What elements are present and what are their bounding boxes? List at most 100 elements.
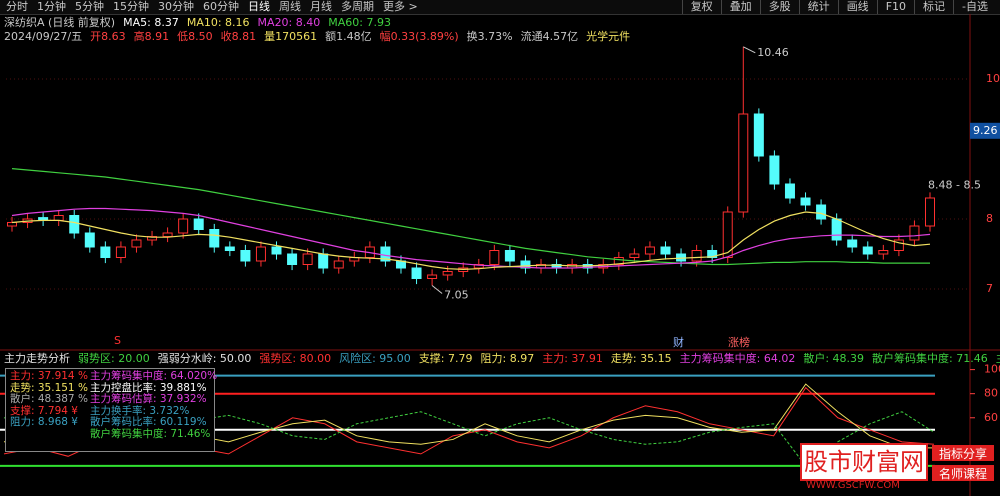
period-tab[interactable]: 分时: [6, 0, 28, 13]
info-item: 散户筹码集中度: 71.46: [872, 352, 988, 365]
tool-button[interactable]: 叠加: [720, 0, 760, 14]
indicator-header: 主力走势分析 弱势区: 20.00 强弱分水岭: 50.00 强势区: 80.00 风险…: [4, 352, 1000, 366]
candle-body: [7, 222, 17, 227]
tool-button[interactable]: -自选: [953, 0, 996, 14]
period-tab[interactable]: 60分钟: [203, 0, 239, 13]
info-item: MA20: 8.40: [257, 16, 321, 29]
ma-line: [11, 168, 930, 266]
info-item: 强势区: 80.00: [259, 352, 332, 365]
period-tab[interactable]: 15分钟: [113, 0, 149, 13]
info-item: 开8.63: [90, 30, 126, 43]
candle-body: [411, 267, 422, 279]
y-tick-label: 80: [984, 387, 998, 400]
period-tab[interactable]: 多周期: [341, 0, 374, 13]
candle-body: [240, 250, 251, 262]
candle-body: [847, 239, 858, 248]
info-item: 深纺织A (日线 前复权): [4, 16, 116, 29]
tool-button[interactable]: 多股: [759, 0, 799, 14]
info-item: 2024/09/27/五: [4, 30, 83, 43]
tooltip: 主力: 37.914 % 走势: 35.151 % 散户: 48.387 % 支撑: …: [5, 368, 217, 452]
candle-body: [53, 215, 64, 221]
candle-body: [193, 218, 204, 230]
tooltip-line: 散户筹码集中度: 71.46%: [90, 427, 211, 440]
tooltip-line: 散户: 48.387 %: [10, 393, 88, 406]
period-tab[interactable]: 月线: [310, 0, 332, 13]
annotation: 8.48 - 8.5: [928, 178, 981, 191]
period-tab[interactable]: 1分钟: [37, 0, 66, 13]
candle-body: [800, 197, 811, 206]
info-item: 主力: 37.91: [542, 352, 603, 365]
candle-body: [878, 250, 889, 255]
tool-button[interactable]: 统计: [798, 0, 838, 14]
toolbar: 分时 1分钟 5分钟 15分钟 30分钟 60分钟 日线 周线 月线 多周期 更多 > 复权 叠加 多股…: [0, 0, 1000, 15]
candle-body: [427, 274, 438, 279]
info-item: 换3.73%: [466, 30, 513, 43]
info-item: MA10: 8.16: [186, 16, 250, 29]
info-item: 弱势区: 20.00: [78, 352, 150, 365]
info-item: MA5: 8.37: [123, 16, 179, 29]
tooltip-line: 支撑: 7.794 ¥: [10, 404, 78, 417]
period-tab[interactable]: 30分钟: [158, 0, 194, 13]
event-marker: 涨榜: [728, 336, 750, 349]
tool-button[interactable]: 复权: [681, 0, 721, 14]
period-tabs: 分时 1分钟 5分钟 15分钟 30分钟 60分钟 日线 周线 月线 多周期 更多 >: [6, 0, 418, 14]
candle-body: [738, 113, 749, 213]
candle-body: [271, 246, 282, 255]
tooltip-line: 主力换手率: 3.732%: [90, 404, 190, 417]
candle-body: [115, 246, 126, 258]
candle-body: [442, 271, 453, 276]
tag[interactable]: 指标分享: [932, 445, 994, 461]
cursor-box: [970, 122, 1000, 139]
candle-body: [613, 257, 624, 265]
info-item: 流通4.57亿: [520, 30, 579, 43]
tag[interactable]: 名师课程: [932, 465, 994, 481]
candle-body: [287, 253, 298, 265]
info-item: 阻力: 8.97: [480, 352, 535, 365]
low-label: 7.05: [444, 289, 469, 302]
info-item: 主力换手率:: [996, 352, 1000, 366]
tooltip-line: 散户筹码比率: 60.119%: [90, 416, 207, 429]
period-tab[interactable]: 更多 >: [383, 0, 418, 13]
tool-button[interactable]: F10: [876, 0, 914, 14]
y-tick-label: 10: [986, 72, 1000, 85]
y-tick-label: 8: [986, 212, 993, 225]
tool-buttons: 复权 叠加 多股 统计 画线 F10 标记 -自选: [681, 0, 996, 14]
info-item: 主力筹码集中度: 64.02: [679, 352, 796, 365]
candle-body: [209, 229, 220, 248]
pointer: [743, 46, 756, 54]
candle-body: [753, 113, 764, 157]
candle-body: [489, 250, 500, 265]
candle-body: [816, 204, 827, 220]
tooltip-line: 主力: 37.914 %: [10, 370, 88, 382]
period-tab[interactable]: 周线: [279, 0, 301, 13]
tooltip-line: 走势: 35.151 %: [10, 381, 88, 394]
tooltip-line: 主力筹码估算: 37.932%: [90, 393, 207, 406]
info-item: 收8.81: [220, 30, 257, 43]
watermark-url: WWW.GSCFW.COM: [806, 480, 900, 491]
candle-body: [333, 260, 344, 269]
info-item: 强弱分水岭: 50.00: [157, 352, 252, 365]
info-item: 量170561: [264, 30, 318, 43]
info-item: 走势: 35.15: [610, 352, 672, 365]
period-tab[interactable]: 日线: [248, 0, 270, 13]
info-item: 额1.48亿: [325, 30, 372, 43]
info-item: MA60: 7.93: [328, 16, 391, 29]
period-tab[interactable]: 5分钟: [75, 0, 104, 13]
info-item: 高8.91: [133, 30, 170, 43]
candle-body: [100, 246, 111, 258]
tooltip-line: 阻力: 8.968 ¥: [10, 416, 78, 429]
candle-body: [831, 218, 842, 241]
high-label: 10.46: [757, 46, 789, 59]
tool-button[interactable]: 画线: [837, 0, 877, 14]
info-item: 光学元件: [586, 30, 631, 43]
candle-body: [302, 253, 313, 265]
tool-button[interactable]: 标记: [914, 0, 953, 14]
candle-body: [162, 232, 173, 237]
candle-body: [131, 239, 142, 248]
candle-body: [224, 246, 235, 251]
y-tick-label: 7: [986, 282, 993, 295]
info-item: 支撑: 7.79: [418, 352, 473, 365]
cursor-label: 9.26: [973, 124, 998, 137]
candle-body: [255, 246, 266, 262]
